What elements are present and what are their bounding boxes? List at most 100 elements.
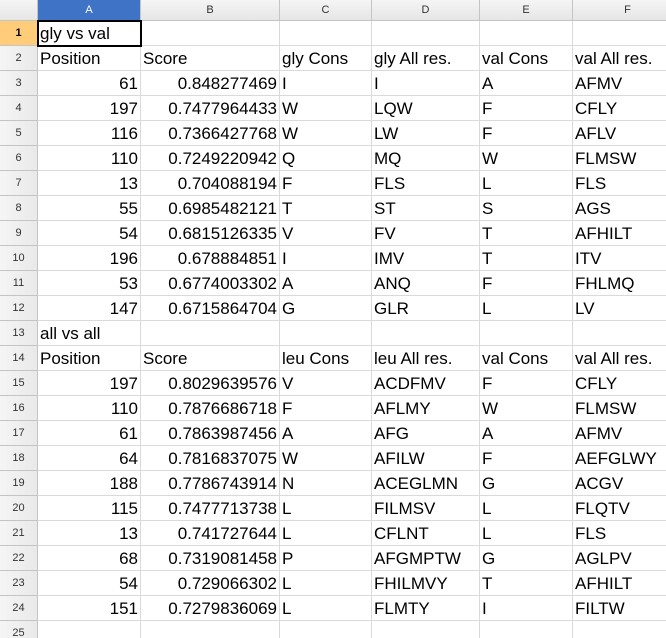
cell-c7[interactable]: F — [280, 171, 372, 196]
cell-b18[interactable]: 0.7816837075 — [141, 446, 280, 471]
cell-c5[interactable]: W — [280, 121, 372, 146]
row-header-15[interactable]: 15 — [0, 371, 38, 396]
row-header-10[interactable]: 10 — [0, 246, 38, 271]
row-header-3[interactable]: 3 — [0, 71, 38, 96]
cell-a3[interactable]: 61 — [38, 71, 141, 96]
row-header-4[interactable]: 4 — [0, 96, 38, 121]
cell-a18[interactable]: 64 — [38, 446, 141, 471]
cell-d11[interactable]: ANQ — [372, 271, 480, 296]
cell-f10[interactable]: ITV — [573, 246, 666, 271]
cell-f20[interactable]: FLQTV — [573, 496, 666, 521]
cell-d4[interactable]: LQW — [372, 96, 480, 121]
cell-f23[interactable]: AFHILT — [573, 571, 666, 596]
row-header-16[interactable]: 16 — [0, 396, 38, 421]
cell-a5[interactable]: 116 — [38, 121, 141, 146]
cell-a2[interactable]: Position — [38, 46, 141, 71]
cell-e3[interactable]: A — [480, 71, 573, 96]
cell-c1[interactable] — [280, 21, 372, 46]
cell-d12[interactable]: GLR — [372, 296, 480, 321]
cell-f18[interactable]: AEFGLWY — [573, 446, 666, 471]
cell-a4[interactable]: 197 — [38, 96, 141, 121]
cell-a7[interactable]: 13 — [38, 171, 141, 196]
row-header-23[interactable]: 23 — [0, 571, 38, 596]
cell-f25[interactable] — [573, 621, 666, 638]
cell-b10[interactable]: 0.678884851 — [141, 246, 280, 271]
cell-a19[interactable]: 188 — [38, 471, 141, 496]
cell-e6[interactable]: W — [480, 146, 573, 171]
cell-c13[interactable] — [280, 321, 372, 346]
cell-b19[interactable]: 0.7786743914 — [141, 471, 280, 496]
cell-e20[interactable]: L — [480, 496, 573, 521]
cell-e23[interactable]: T — [480, 571, 573, 596]
cell-d9[interactable]: FV — [372, 221, 480, 246]
cell-b1[interactable] — [141, 21, 280, 46]
cell-d17[interactable]: AFG — [372, 421, 480, 446]
cell-c12[interactable]: G — [280, 296, 372, 321]
cell-e11[interactable]: F — [480, 271, 573, 296]
cell-c16[interactable]: F — [280, 396, 372, 421]
cell-c18[interactable]: W — [280, 446, 372, 471]
row-header-6[interactable]: 6 — [0, 146, 38, 171]
cell-e12[interactable]: L — [480, 296, 573, 321]
cell-b3[interactable]: 0.848277469 — [141, 71, 280, 96]
cell-b9[interactable]: 0.6815126335 — [141, 221, 280, 246]
cell-e9[interactable]: T — [480, 221, 573, 246]
row-header-22[interactable]: 22 — [0, 546, 38, 571]
cell-f9[interactable]: AFHILT — [573, 221, 666, 246]
cell-f24[interactable]: FILTW — [573, 596, 666, 621]
cell-b12[interactable]: 0.6715864704 — [141, 296, 280, 321]
cell-e7[interactable]: L — [480, 171, 573, 196]
cell-a11[interactable]: 53 — [38, 271, 141, 296]
cell-f1[interactable] — [573, 21, 666, 46]
cell-e25[interactable] — [480, 621, 573, 638]
cell-f5[interactable]: AFLV — [573, 121, 666, 146]
cell-d24[interactable]: FLMTY — [372, 596, 480, 621]
cell-c15[interactable]: V — [280, 371, 372, 396]
cell-a15[interactable]: 197 — [38, 371, 141, 396]
cell-d2[interactable]: gly All res. — [372, 46, 480, 71]
row-header-1[interactable]: 1 — [0, 21, 38, 46]
cell-b6[interactable]: 0.7249220942 — [141, 146, 280, 171]
cell-c4[interactable]: W — [280, 96, 372, 121]
cell-e5[interactable]: F — [480, 121, 573, 146]
cell-b20[interactable]: 0.7477713738 — [141, 496, 280, 521]
cell-f19[interactable]: ACGV — [573, 471, 666, 496]
row-header-12[interactable]: 12 — [0, 296, 38, 321]
cell-f17[interactable]: AFMV — [573, 421, 666, 446]
cell-b14[interactable]: Score — [141, 346, 280, 371]
cell-a25[interactable] — [38, 621, 141, 638]
column-header-f[interactable]: F — [573, 0, 666, 21]
cell-e24[interactable]: I — [480, 596, 573, 621]
cell-b5[interactable]: 0.7366427768 — [141, 121, 280, 146]
cell-f11[interactable]: FHLMQ — [573, 271, 666, 296]
cell-f13[interactable] — [573, 321, 666, 346]
row-header-13[interactable]: 13 — [0, 321, 38, 346]
cell-e13[interactable] — [480, 321, 573, 346]
cell-b15[interactable]: 0.8029639576 — [141, 371, 280, 396]
cell-c2[interactable]: gly Cons — [280, 46, 372, 71]
cell-a17[interactable]: 61 — [38, 421, 141, 446]
cell-e22[interactable]: G — [480, 546, 573, 571]
cell-e14[interactable]: val Cons — [480, 346, 573, 371]
cell-a22[interactable]: 68 — [38, 546, 141, 571]
cell-c24[interactable]: L — [280, 596, 372, 621]
row-header-21[interactable]: 21 — [0, 521, 38, 546]
row-header-18[interactable]: 18 — [0, 446, 38, 471]
cell-c23[interactable]: L — [280, 571, 372, 596]
cell-d10[interactable]: IMV — [372, 246, 480, 271]
cell-f16[interactable]: FLMSW — [573, 396, 666, 421]
cell-e21[interactable]: L — [480, 521, 573, 546]
cell-b7[interactable]: 0.704088194 — [141, 171, 280, 196]
cell-f8[interactable]: AGS — [573, 196, 666, 221]
cell-a16[interactable]: 110 — [38, 396, 141, 421]
cell-e16[interactable]: W — [480, 396, 573, 421]
cell-a23[interactable]: 54 — [38, 571, 141, 596]
cell-e15[interactable]: F — [480, 371, 573, 396]
cell-d25[interactable] — [372, 621, 480, 638]
cell-a13[interactable]: all vs all — [38, 321, 141, 346]
cell-b24[interactable]: 0.7279836069 — [141, 596, 280, 621]
column-header-e[interactable]: E — [480, 0, 573, 21]
cell-d15[interactable]: ACDFMV — [372, 371, 480, 396]
row-header-8[interactable]: 8 — [0, 196, 38, 221]
